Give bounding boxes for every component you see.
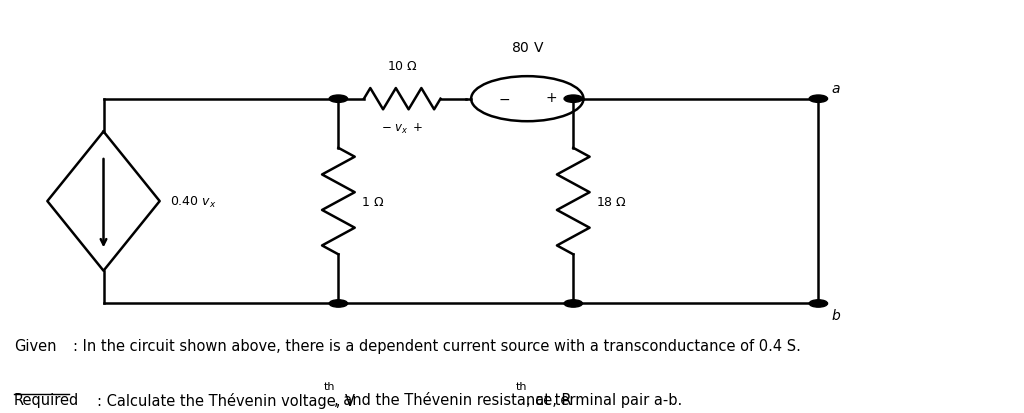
Text: , at terminal pair a-b.: , at terminal pair a-b. (526, 392, 683, 406)
Circle shape (809, 96, 827, 103)
Text: Required: Required (13, 392, 79, 406)
Text: $-$: $-$ (498, 91, 510, 105)
Text: : Calculate the Thévenin voltage, V: : Calculate the Thévenin voltage, V (97, 392, 355, 408)
Circle shape (809, 300, 827, 307)
Text: , and the Thévenin resistance, R: , and the Thévenin resistance, R (334, 392, 572, 406)
Text: Given: Given (13, 339, 56, 354)
Text: th: th (324, 381, 336, 392)
Text: $80\ \mathrm{V}$: $80\ \mathrm{V}$ (511, 40, 544, 55)
Text: $+$: $+$ (545, 91, 557, 105)
Text: $-\ v_x\ +$: $-\ v_x\ +$ (381, 122, 424, 136)
Text: $10\ \Omega$: $10\ \Omega$ (387, 60, 418, 73)
Text: th: th (516, 381, 527, 392)
Text: : In the circuit shown above, there is a dependent current source with a transco: : In the circuit shown above, there is a… (73, 339, 801, 354)
Circle shape (564, 96, 583, 103)
Text: $1\ \Omega$: $1\ \Omega$ (360, 195, 384, 208)
Text: $18\ \Omega$: $18\ \Omega$ (596, 195, 627, 208)
Circle shape (564, 300, 583, 307)
Text: $0.40\ v_x$: $0.40\ v_x$ (170, 194, 216, 209)
Circle shape (329, 300, 347, 307)
Circle shape (329, 96, 347, 103)
Text: b: b (831, 308, 841, 322)
Text: a: a (831, 81, 840, 95)
